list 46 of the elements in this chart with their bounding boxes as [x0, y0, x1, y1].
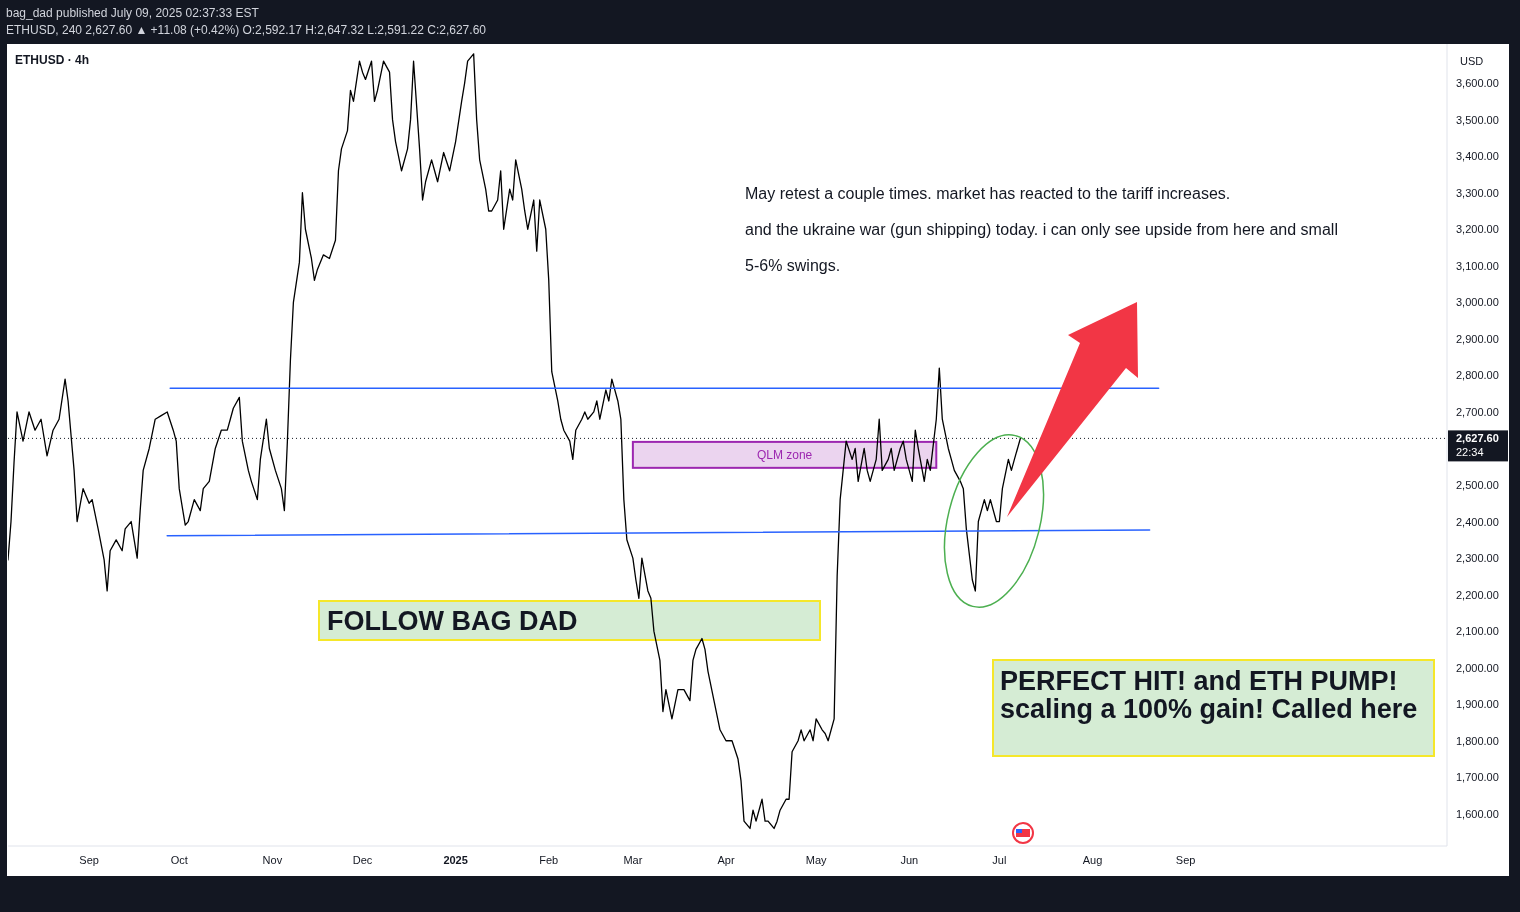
- y-tick-label: 1,800.00: [1456, 734, 1499, 747]
- y-tick-label: 2,000.00: [1456, 661, 1499, 674]
- y-axis-title: USD: [1460, 55, 1484, 67]
- band-label: QLM zone: [756, 447, 813, 462]
- y-tick-label: 3,100.00: [1456, 259, 1499, 272]
- text: bag_dad published July 09, 2025 02:37:33 EST: [6, 6, 260, 20]
- y-tick-label: 2,100.00: [1456, 625, 1499, 638]
- x-tick-label: Oct: [170, 854, 188, 866]
- x-tick-label: Feb: [539, 854, 559, 866]
- y-tick-label: 2,400.00: [1456, 515, 1499, 528]
- annotation: 5-6% swings.: [745, 257, 841, 274]
- y-tick-label: 2,300.00: [1456, 552, 1499, 565]
- y-tick-label: 3,200.00: [1456, 223, 1499, 236]
- y-tick-label: 1,600.00: [1456, 807, 1499, 820]
- y-tick-label: 3,600.00: [1456, 77, 1499, 90]
- y-tick-label: 1,700.00: [1456, 771, 1499, 784]
- x-tick-label: Aug: [1082, 854, 1103, 866]
- x-tick-label: Jul: [992, 854, 1007, 866]
- text: 22:34: [1456, 446, 1484, 459]
- y-tick-label: 2,200.00: [1456, 588, 1499, 601]
- y-tick-label: 2,500.00: [1456, 479, 1499, 492]
- text: ETHUSD, 240 2,627.60 ▲ +11.08 (+0.42%) O:2,592.17 H:2,647.32 L:2,591.22 C:2,627.60: [6, 23, 487, 37]
- x-tick-label: Mar: [623, 854, 643, 866]
- x-tick-label: Jun: [900, 854, 919, 866]
- x-tick-label: May: [805, 854, 828, 866]
- annotation: FOLLOW BAG DAD: [327, 606, 578, 636]
- x-tick-label: Apr: [717, 854, 735, 866]
- y-tick-label: 3,000.00: [1456, 296, 1499, 309]
- text: ETHUSD · 4h: [15, 53, 90, 67]
- annotation: and the ukraine war (gun shipping) today. i can only see upside from here and small: [745, 221, 1338, 238]
- x-tick-label: Sep: [1175, 854, 1196, 866]
- y-tick-label: 2,700.00: [1456, 405, 1499, 418]
- y-tick-label: 3,400.00: [1456, 150, 1499, 163]
- x-tick-label: 2025: [443, 854, 468, 866]
- annotation: scaling a 100% gain! Called here: [1000, 694, 1418, 724]
- y-tick-label: 2,900.00: [1456, 332, 1499, 345]
- y-tick-label: 2,800.00: [1456, 369, 1499, 382]
- y-tick-label: 1,900.00: [1456, 698, 1499, 711]
- y-tick-label: 3,300.00: [1456, 186, 1499, 199]
- x-tick-label: Dec: [352, 854, 373, 866]
- annotation: May retest a couple times. market has reacted to the tariff increases.: [745, 185, 1231, 202]
- annotation: PERFECT HIT! and ETH PUMP!: [1000, 666, 1398, 696]
- ref-line-label: 2,627.60: [1456, 432, 1499, 445]
- x-tick-label: Nov: [262, 854, 283, 866]
- y-tick-label: 3,500.00: [1456, 113, 1499, 126]
- x-tick-label: Sep: [79, 854, 99, 866]
